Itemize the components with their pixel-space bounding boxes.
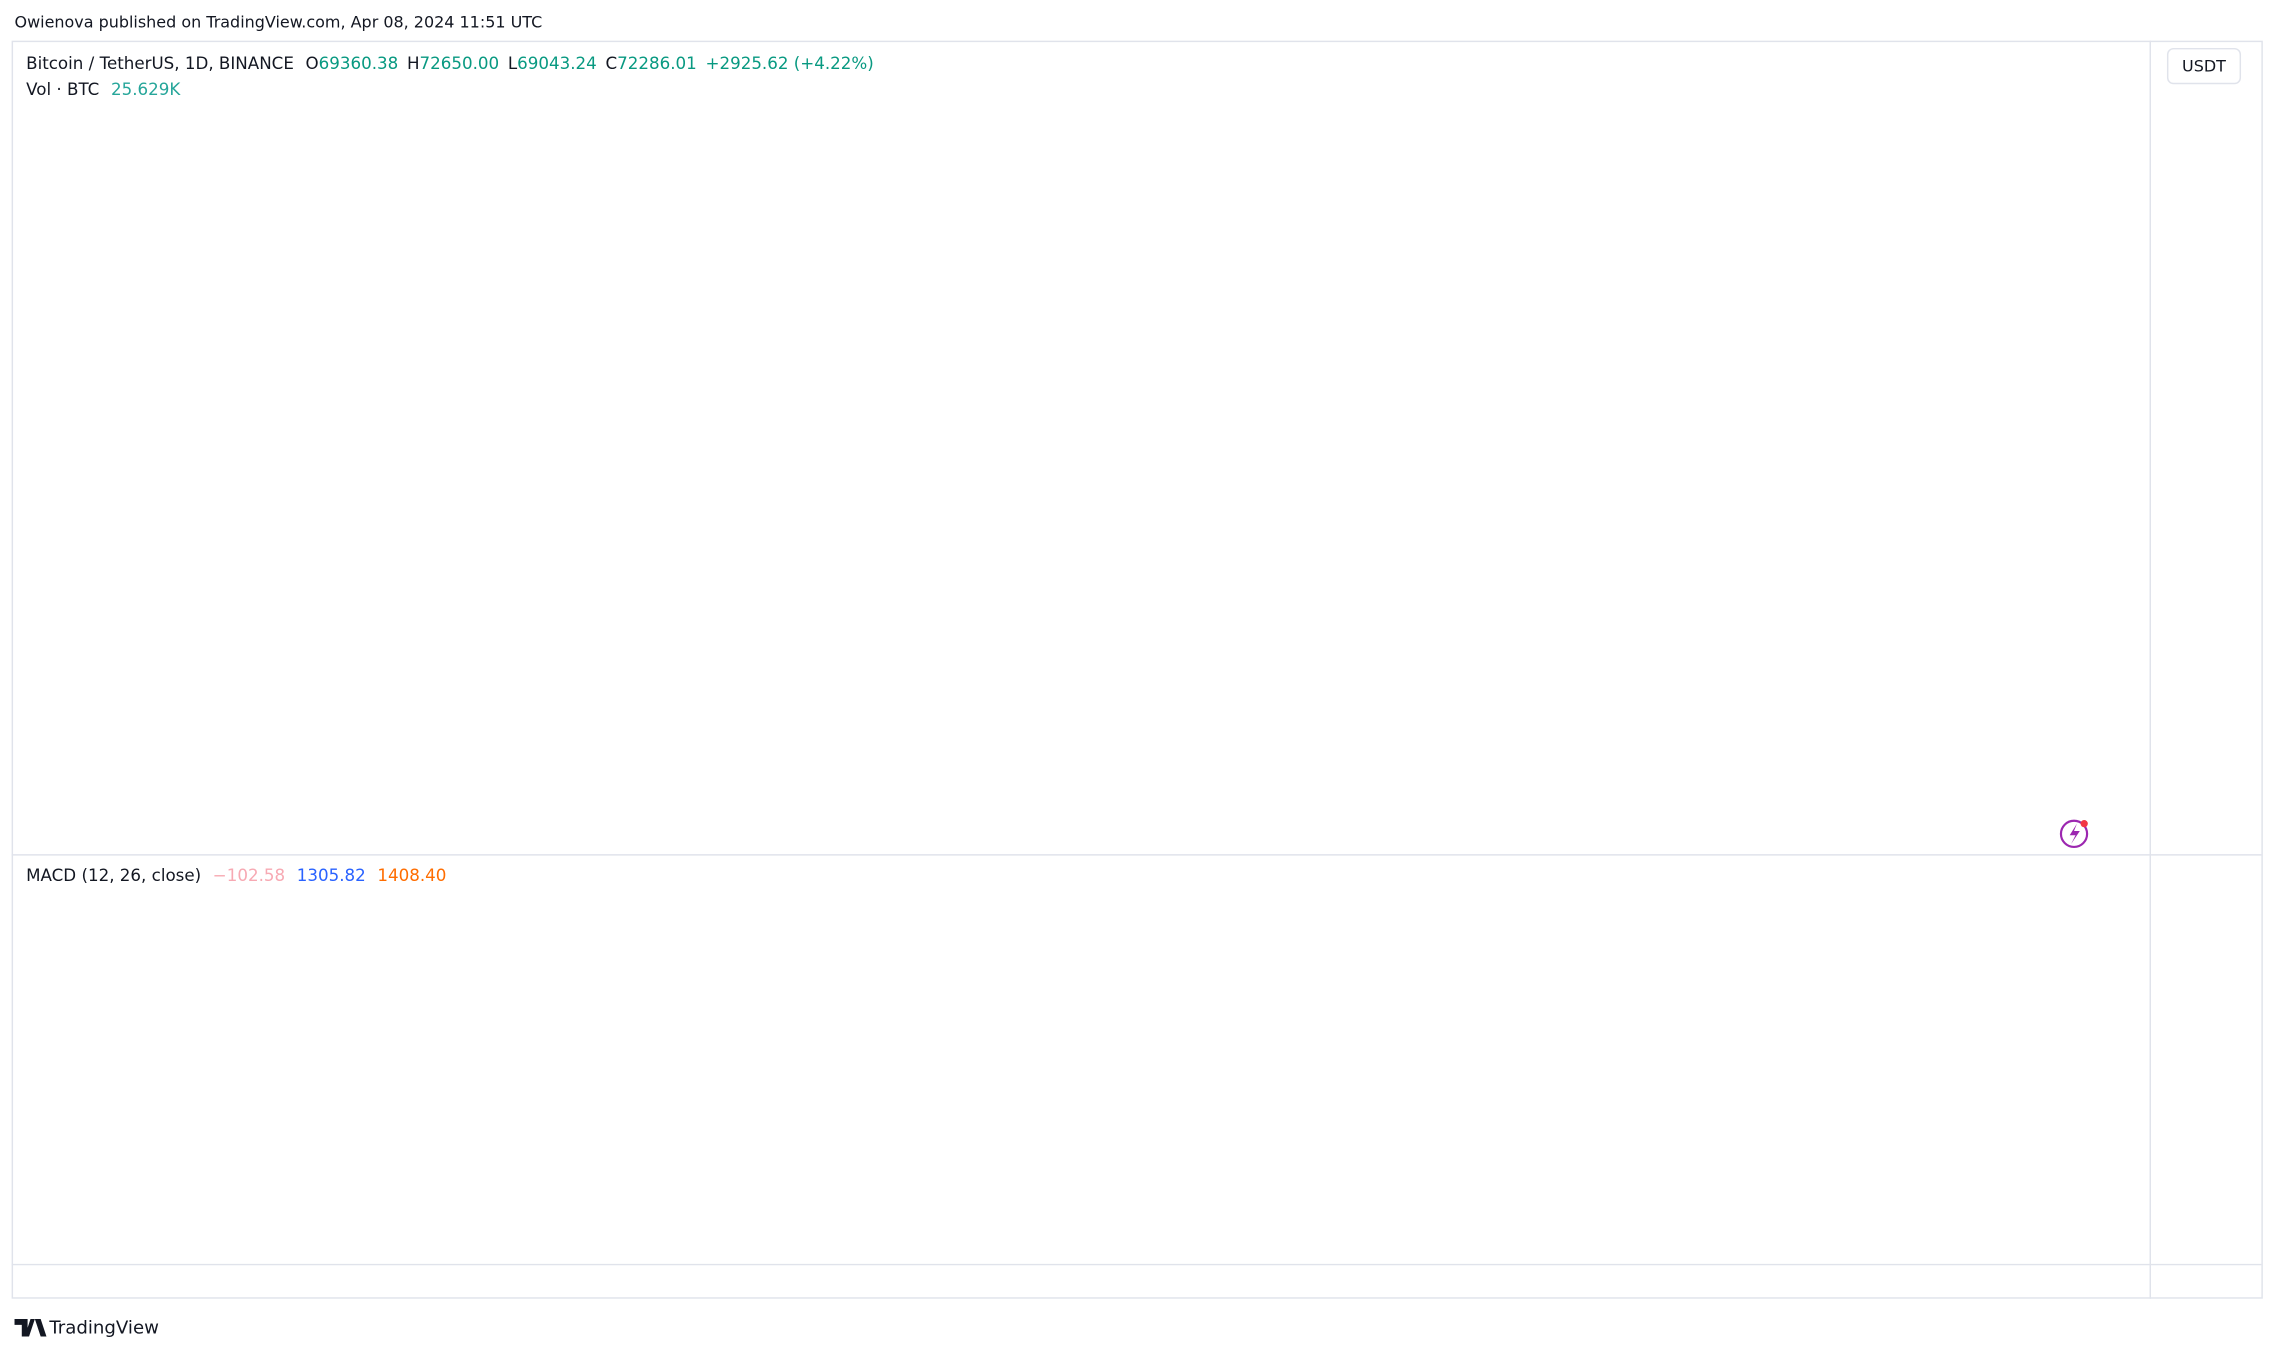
volume-legend: Vol · BTC 25.629K [26, 79, 181, 99]
ohlc-value: 69360.38 [319, 52, 399, 72]
ohlc-key: C [606, 52, 618, 72]
chart-frame [11, 40, 2263, 1299]
ohlc-value: 72286.01 [617, 52, 697, 72]
currency-label[interactable]: USDT [2182, 56, 2226, 75]
change: +2925.62 (+4.22%) [705, 52, 873, 72]
ohlc-value: 69043.24 [517, 52, 597, 72]
brand-logo[interactable] [14, 1319, 47, 1337]
signal-last: 1408.40 [377, 864, 446, 884]
currency-button[interactable] [2166, 47, 2242, 85]
ohlc-key: O [306, 52, 319, 72]
macd-last: 1305.82 [297, 864, 366, 884]
macd-title: MACD (12, 26, close) [26, 864, 201, 884]
alert-bolt[interactable] [2069, 823, 2080, 845]
volume-last: 25.629K [111, 79, 181, 99]
alert-icon[interactable] [2059, 819, 2089, 849]
symbol: Bitcoin / TetherUS, 1D, BINANCE [26, 52, 294, 72]
volume-name: Vol · BTC [26, 79, 99, 99]
macd-legend: MACD (12, 26, close) −102.58 1305.82 1408.4… [26, 864, 446, 884]
symbol-legend: Bitcoin / TetherUS, 1D, BINANCE O69360.38… [26, 52, 874, 72]
ohlc-key: H [407, 52, 420, 72]
published-note: Owienova published on TradingView.com, A… [15, 13, 543, 32]
ohlc-value: 72650.00 [420, 52, 500, 72]
alert-dot[interactable] [2080, 820, 2088, 828]
brand-name[interactable]: TradingView [48, 1317, 159, 1338]
histogram-last: −102.58 [213, 864, 285, 884]
brand[interactable]: TradingView [14, 1317, 160, 1338]
ohlc-key: L [508, 52, 518, 72]
